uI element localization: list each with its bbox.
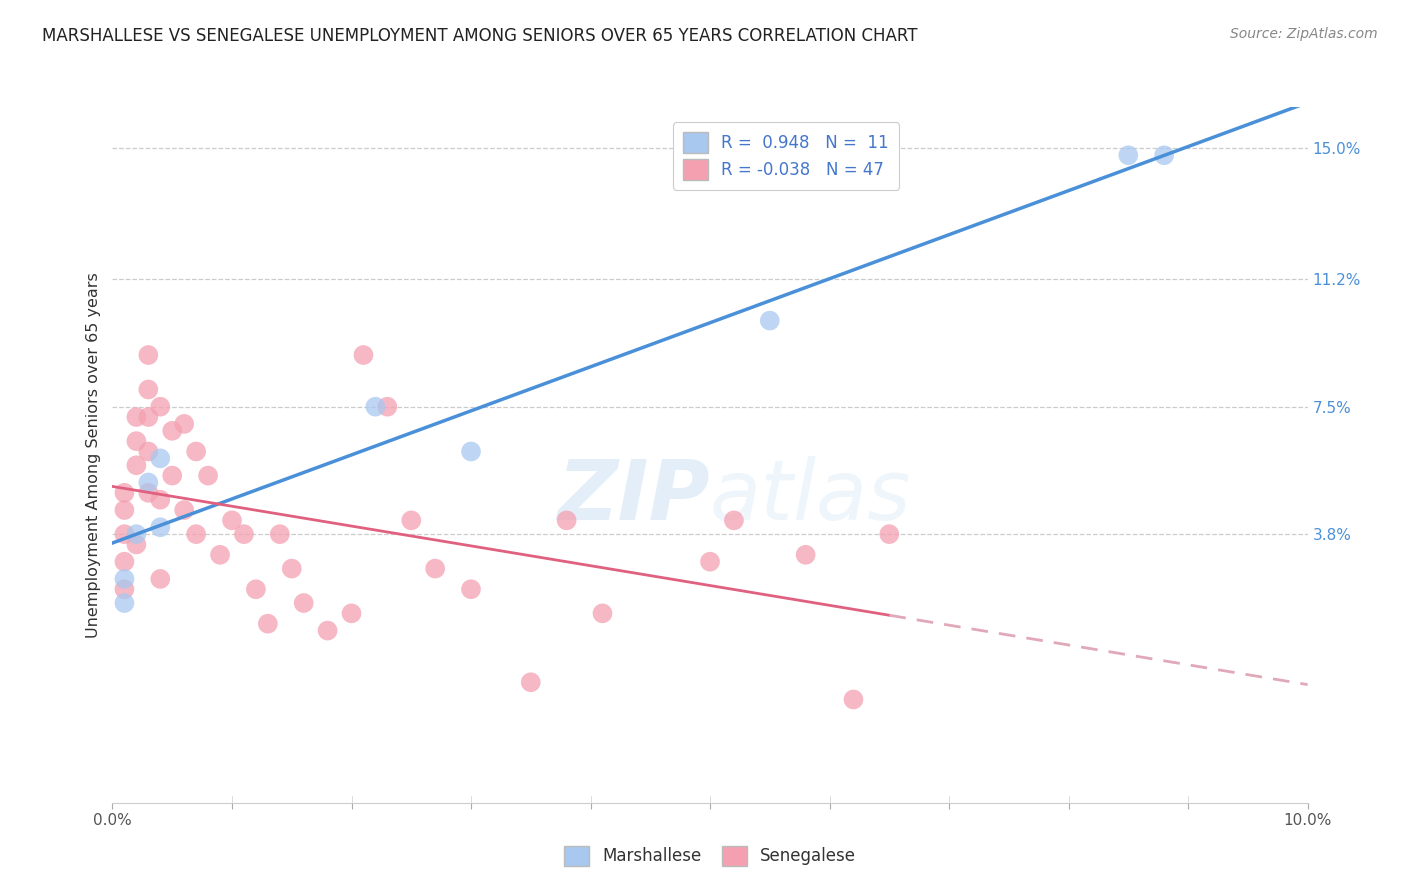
Point [1118,148,1140,162]
Y-axis label: Unemployment Among Seniors over 65 years: Unemployment Among Seniors over 65 years [86,272,101,638]
Point [138,475,160,490]
Point [1153,148,1175,162]
Point [364,400,387,414]
Point [245,582,267,597]
Point [401,513,423,527]
Point [269,527,291,541]
Point [114,555,135,569]
Text: Source: ZipAtlas.com: Source: ZipAtlas.com [1230,27,1378,41]
Point [759,313,782,327]
Point [352,348,374,362]
Point [723,513,745,527]
Point [173,503,195,517]
Point [138,444,160,458]
Point [125,527,148,541]
Point [425,561,447,575]
Point [149,451,172,466]
Point [842,692,865,706]
Text: ZIP: ZIP [557,456,710,537]
Point [125,537,148,551]
Point [555,513,578,527]
Point [138,348,160,362]
Point [340,607,363,621]
Point [149,400,172,414]
Point [149,572,172,586]
Point [125,458,148,473]
Point [232,527,256,541]
Text: atlas: atlas [710,456,911,537]
Point [149,520,172,534]
Point [138,410,160,425]
Point [221,513,243,527]
Point [460,582,482,597]
Point [149,492,172,507]
Point [114,485,135,500]
Point [316,624,339,638]
Point [114,503,135,517]
Point [125,434,148,449]
Point [520,675,543,690]
Point [162,468,183,483]
Point [197,468,219,483]
Point [138,485,160,500]
Point [114,527,135,541]
Text: MARSHALLESE VS SENEGALESE UNEMPLOYMENT AMONG SENIORS OVER 65 YEARS CORRELATION C: MARSHALLESE VS SENEGALESE UNEMPLOYMENT A… [42,27,918,45]
Point [125,410,148,425]
Point [257,616,280,631]
Point [138,383,160,397]
Point [699,555,721,569]
Point [281,561,304,575]
Point [377,400,399,414]
Point [114,596,135,610]
Point [877,527,901,541]
Point [292,596,315,610]
Point [186,444,208,458]
Point [114,572,135,586]
Legend: Marshallese, Senegalese: Marshallese, Senegalese [555,838,865,874]
Point [592,607,614,621]
Point [460,444,482,458]
Point [794,548,817,562]
Point [208,548,231,562]
Point [162,424,183,438]
Point [186,527,208,541]
Point [173,417,195,431]
Point [114,582,135,597]
